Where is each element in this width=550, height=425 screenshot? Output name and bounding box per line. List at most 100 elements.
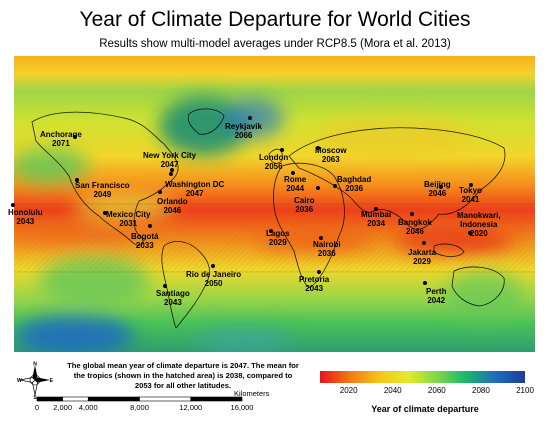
city-marker xyxy=(75,178,79,182)
city-name: Beijing xyxy=(424,180,451,189)
city-marker xyxy=(423,281,427,285)
city-name: Bogotá xyxy=(131,232,159,241)
legend-tick-label: 2040 xyxy=(383,386,402,395)
city-label: San Francisco 2049 xyxy=(75,181,130,199)
city-name: Manokwari, xyxy=(457,211,501,220)
city-name: Rio de Janeiro xyxy=(186,270,242,279)
city-departure-year: 2036 xyxy=(295,205,314,214)
legend-tick-label: 2080 xyxy=(472,386,490,395)
city-label: Jakarta 2029 xyxy=(408,248,436,266)
scale-bar-unit: Kilometers xyxy=(234,389,270,398)
city-departure-year: 2041 xyxy=(461,195,480,204)
city-departure-year: 2029 xyxy=(413,257,431,266)
city-label: Orlando 2046 xyxy=(157,197,188,215)
compass-north-label: N xyxy=(33,362,37,368)
city-departure-year: 2033 xyxy=(135,241,154,250)
scale-bar-segment xyxy=(190,396,243,402)
climate-map xyxy=(14,56,535,352)
city-marker xyxy=(211,264,215,268)
city-label: Lagos 2029 xyxy=(266,229,290,247)
compass-east-label: E xyxy=(50,378,54,384)
legend-title: Year of climate departure xyxy=(371,404,479,414)
city-departure-year: 2049 xyxy=(93,190,112,199)
city-marker xyxy=(439,185,443,189)
city-marker xyxy=(103,211,107,215)
city-departure-year: 2047 xyxy=(185,189,204,198)
city-label: Baghdad 2036 xyxy=(337,175,371,193)
city-name: London xyxy=(259,153,289,162)
city-marker xyxy=(317,270,321,274)
city-name: Jakarta xyxy=(408,248,437,257)
city-marker xyxy=(158,190,162,194)
city-marker xyxy=(148,224,152,228)
scale-bar-segment xyxy=(36,396,63,402)
city-departure-year: 2046 xyxy=(406,227,424,236)
city-departure-year: 2066 xyxy=(234,131,253,140)
city-name: Perth xyxy=(426,287,447,296)
scale-bar-graphic xyxy=(36,396,243,402)
city-name: Nairobi xyxy=(313,240,341,249)
city-departure-year: 2043 xyxy=(305,284,324,293)
city-label: Bangkok 2046 xyxy=(398,218,432,236)
scale-bar-segment xyxy=(62,396,89,402)
city-marker xyxy=(269,229,273,233)
city-name: Indonesia xyxy=(460,220,498,229)
city-name: Lagos xyxy=(266,229,290,238)
city-marker xyxy=(170,168,174,172)
city-label: Rio de Janeiro 2050 xyxy=(186,270,241,288)
city-label: London 2056 xyxy=(259,153,288,171)
legend-tick-label: 2020 xyxy=(339,386,358,395)
city-departure-year: 2036 xyxy=(345,184,364,193)
city-label: Mexico City 2031 xyxy=(106,210,150,228)
scale-bar: Kilometers 0 2,000 4,000 8,000 12,000 16,000 xyxy=(34,389,284,413)
city-departure-year: 2046 xyxy=(428,189,447,198)
city-name: Cairo xyxy=(294,196,315,205)
city-name: Baghdad xyxy=(337,175,372,184)
city-departure-year: 2029 xyxy=(268,238,287,247)
city-name: Honolulu xyxy=(8,208,43,217)
city-departure-year: 2034 xyxy=(367,219,386,228)
city-label: Nairobi 2036 xyxy=(313,240,341,258)
city-departure-year: 2042 xyxy=(427,296,446,305)
city-name: Bangkok xyxy=(398,218,432,227)
summary-note-line: the tropics (shown in the hatched area) … xyxy=(73,371,293,380)
legend-colorbar-fill xyxy=(320,371,525,383)
city-name: Washington DC xyxy=(165,180,225,189)
city-marker xyxy=(374,207,378,211)
city-label: Bogotá 2033 xyxy=(131,232,159,250)
city-marker xyxy=(291,171,295,175)
city-name: San Francisco xyxy=(75,181,130,190)
scale-bar-tick-label: 12,000 xyxy=(179,403,203,412)
city-name: Reykjavik xyxy=(225,122,262,131)
city-label: Cairo 2036 xyxy=(294,196,314,214)
city-departure-year: 2036 xyxy=(317,249,336,258)
city-departure-year: 2063 xyxy=(321,155,340,164)
city-label: Anchorage 2071 xyxy=(40,130,82,148)
city-marker xyxy=(333,184,337,188)
city-name: Moscow xyxy=(315,146,347,155)
city-marker xyxy=(163,284,167,288)
city-label: New York City 2047 xyxy=(143,151,196,169)
scale-bar-segment xyxy=(87,396,140,402)
city-label: Perth 2042 xyxy=(426,287,446,305)
compass-west-label: W xyxy=(17,378,22,384)
city-label: Rome 2044 xyxy=(284,175,306,193)
city-marker xyxy=(248,116,252,120)
scale-bar-segment xyxy=(139,396,192,402)
city-marker xyxy=(280,148,284,152)
city-marker xyxy=(422,241,426,245)
city-departure-year: 2020 xyxy=(469,229,488,238)
scale-bar-tick-label: 0 xyxy=(34,403,40,412)
city-label: Beijing 2046 xyxy=(424,180,451,198)
city-marker xyxy=(316,146,320,150)
city-departure-year: 2044 xyxy=(286,184,305,193)
city-name: Mexico City xyxy=(106,210,151,219)
map-subtitle: Results show multi-model averages under … xyxy=(99,38,451,50)
city-marker xyxy=(469,183,473,187)
city-marker xyxy=(11,203,15,207)
compass-rose-icon: N S E W xyxy=(16,361,54,402)
city-departure-year: 2047 xyxy=(160,160,179,169)
map-title: Year of Climate Departure for World Citi… xyxy=(79,8,471,31)
legend-tick-label: 2100 xyxy=(516,386,534,395)
city-marker xyxy=(316,186,320,190)
